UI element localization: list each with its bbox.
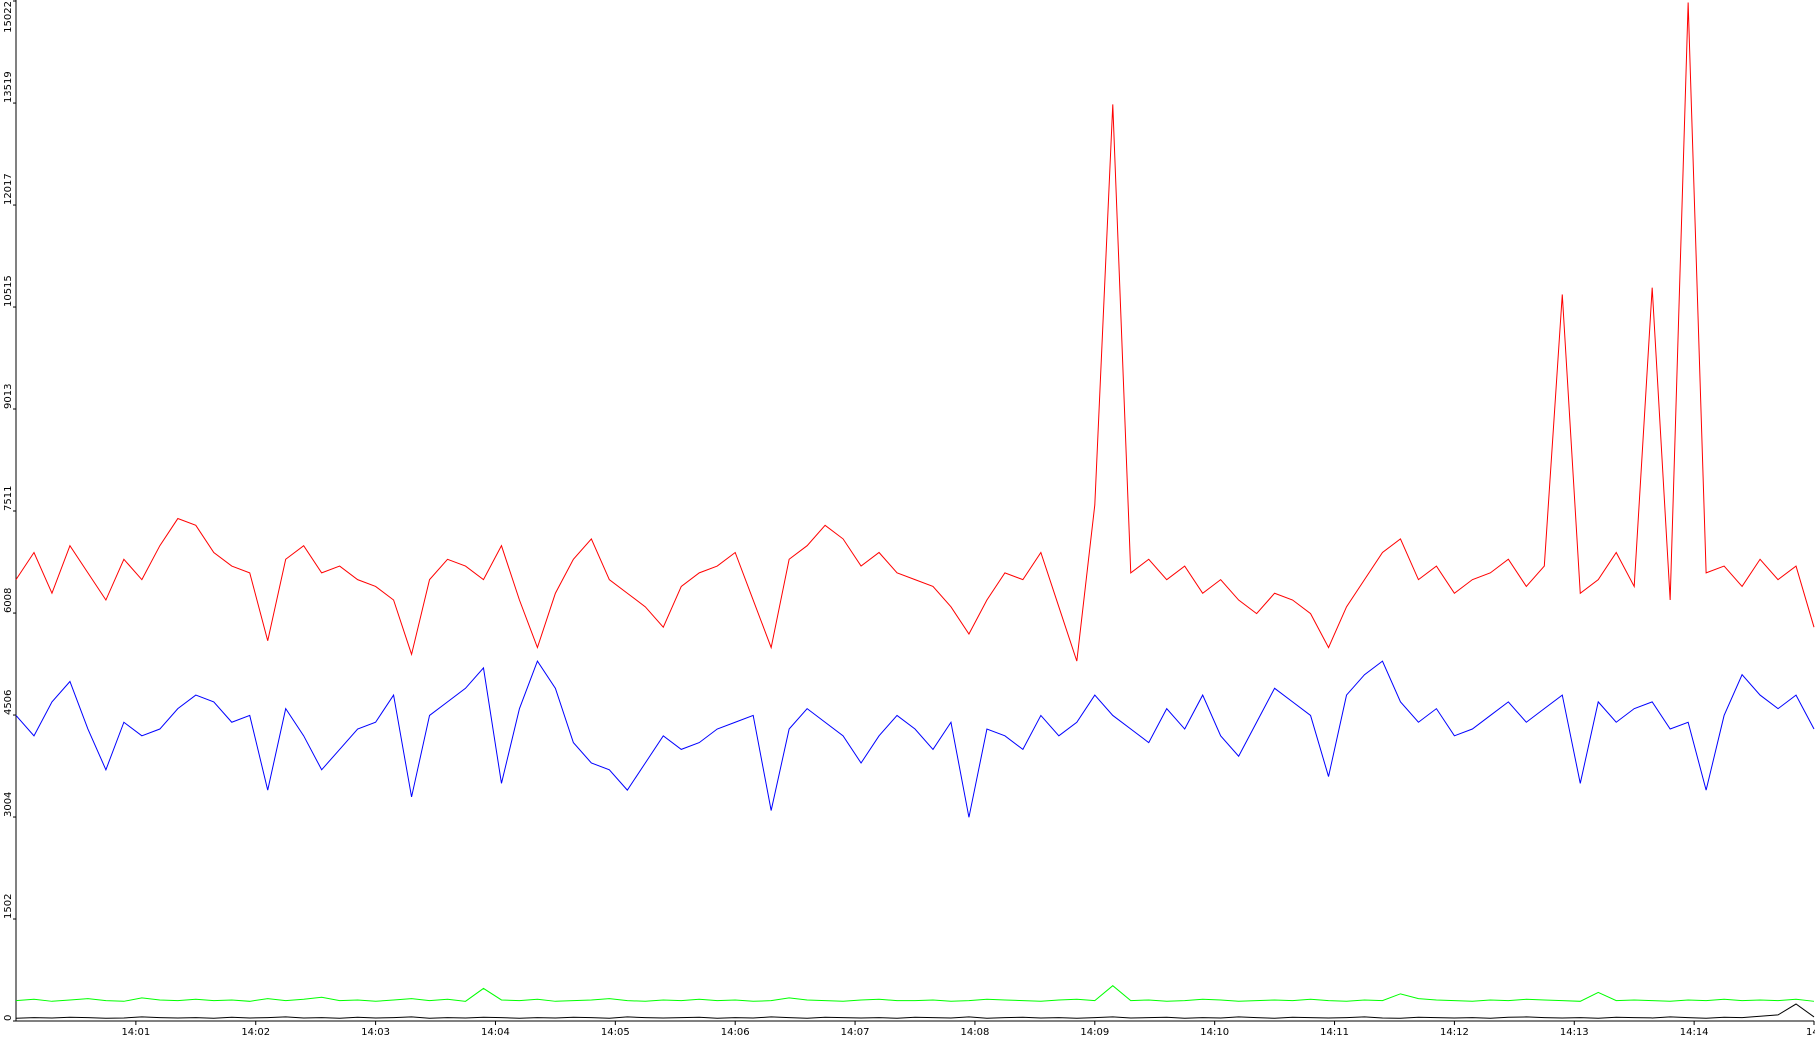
y-tick-label: 9013 (3, 384, 14, 409)
y-tick-label: 13519 (3, 71, 14, 103)
y-tick-label: 0 (3, 1015, 14, 1021)
y-tick-label: 1502 (3, 894, 14, 919)
x-tick-label: 14:02 (241, 1027, 270, 1038)
y-tick-label: 4506 (3, 690, 14, 715)
y-tick-label: 3004 (3, 792, 14, 817)
x-tick-label: 14:07 (841, 1027, 870, 1038)
x-tick-label: 14:12 (1440, 1027, 1469, 1038)
x-tick-label: 14:13 (1560, 1027, 1589, 1038)
x-tick-label: 14:11 (1320, 1027, 1349, 1038)
y-tick-label: 10515 (3, 275, 14, 307)
x-tick-label: 14:10 (1200, 1027, 1229, 1038)
x-tick-label: 14:01 (121, 1027, 150, 1038)
series-line (15, 660, 1815, 818)
y-tick-label: 7511 (3, 486, 14, 511)
x-tick-label: 14:06 (721, 1027, 750, 1038)
x-tick-label: 14:04 (481, 1027, 510, 1038)
y-tick-label: 6008 (3, 588, 14, 613)
series-line (15, 1003, 1815, 1019)
x-tick-label: 14:05 (601, 1027, 630, 1038)
y-tick-label: 15022 (3, 1, 14, 33)
x-tick-label: 14:08 (961, 1027, 990, 1038)
x-tick-label: 14:09 (1080, 1027, 1109, 1038)
x-tick-label: 14: (1806, 1027, 1815, 1038)
x-tick-label: 14:14 (1680, 1027, 1709, 1038)
x-tick-label: 14:03 (361, 1027, 390, 1038)
y-tick-label: 12017 (3, 173, 14, 205)
series-line (15, 2, 1815, 662)
series-line (15, 985, 1815, 1002)
